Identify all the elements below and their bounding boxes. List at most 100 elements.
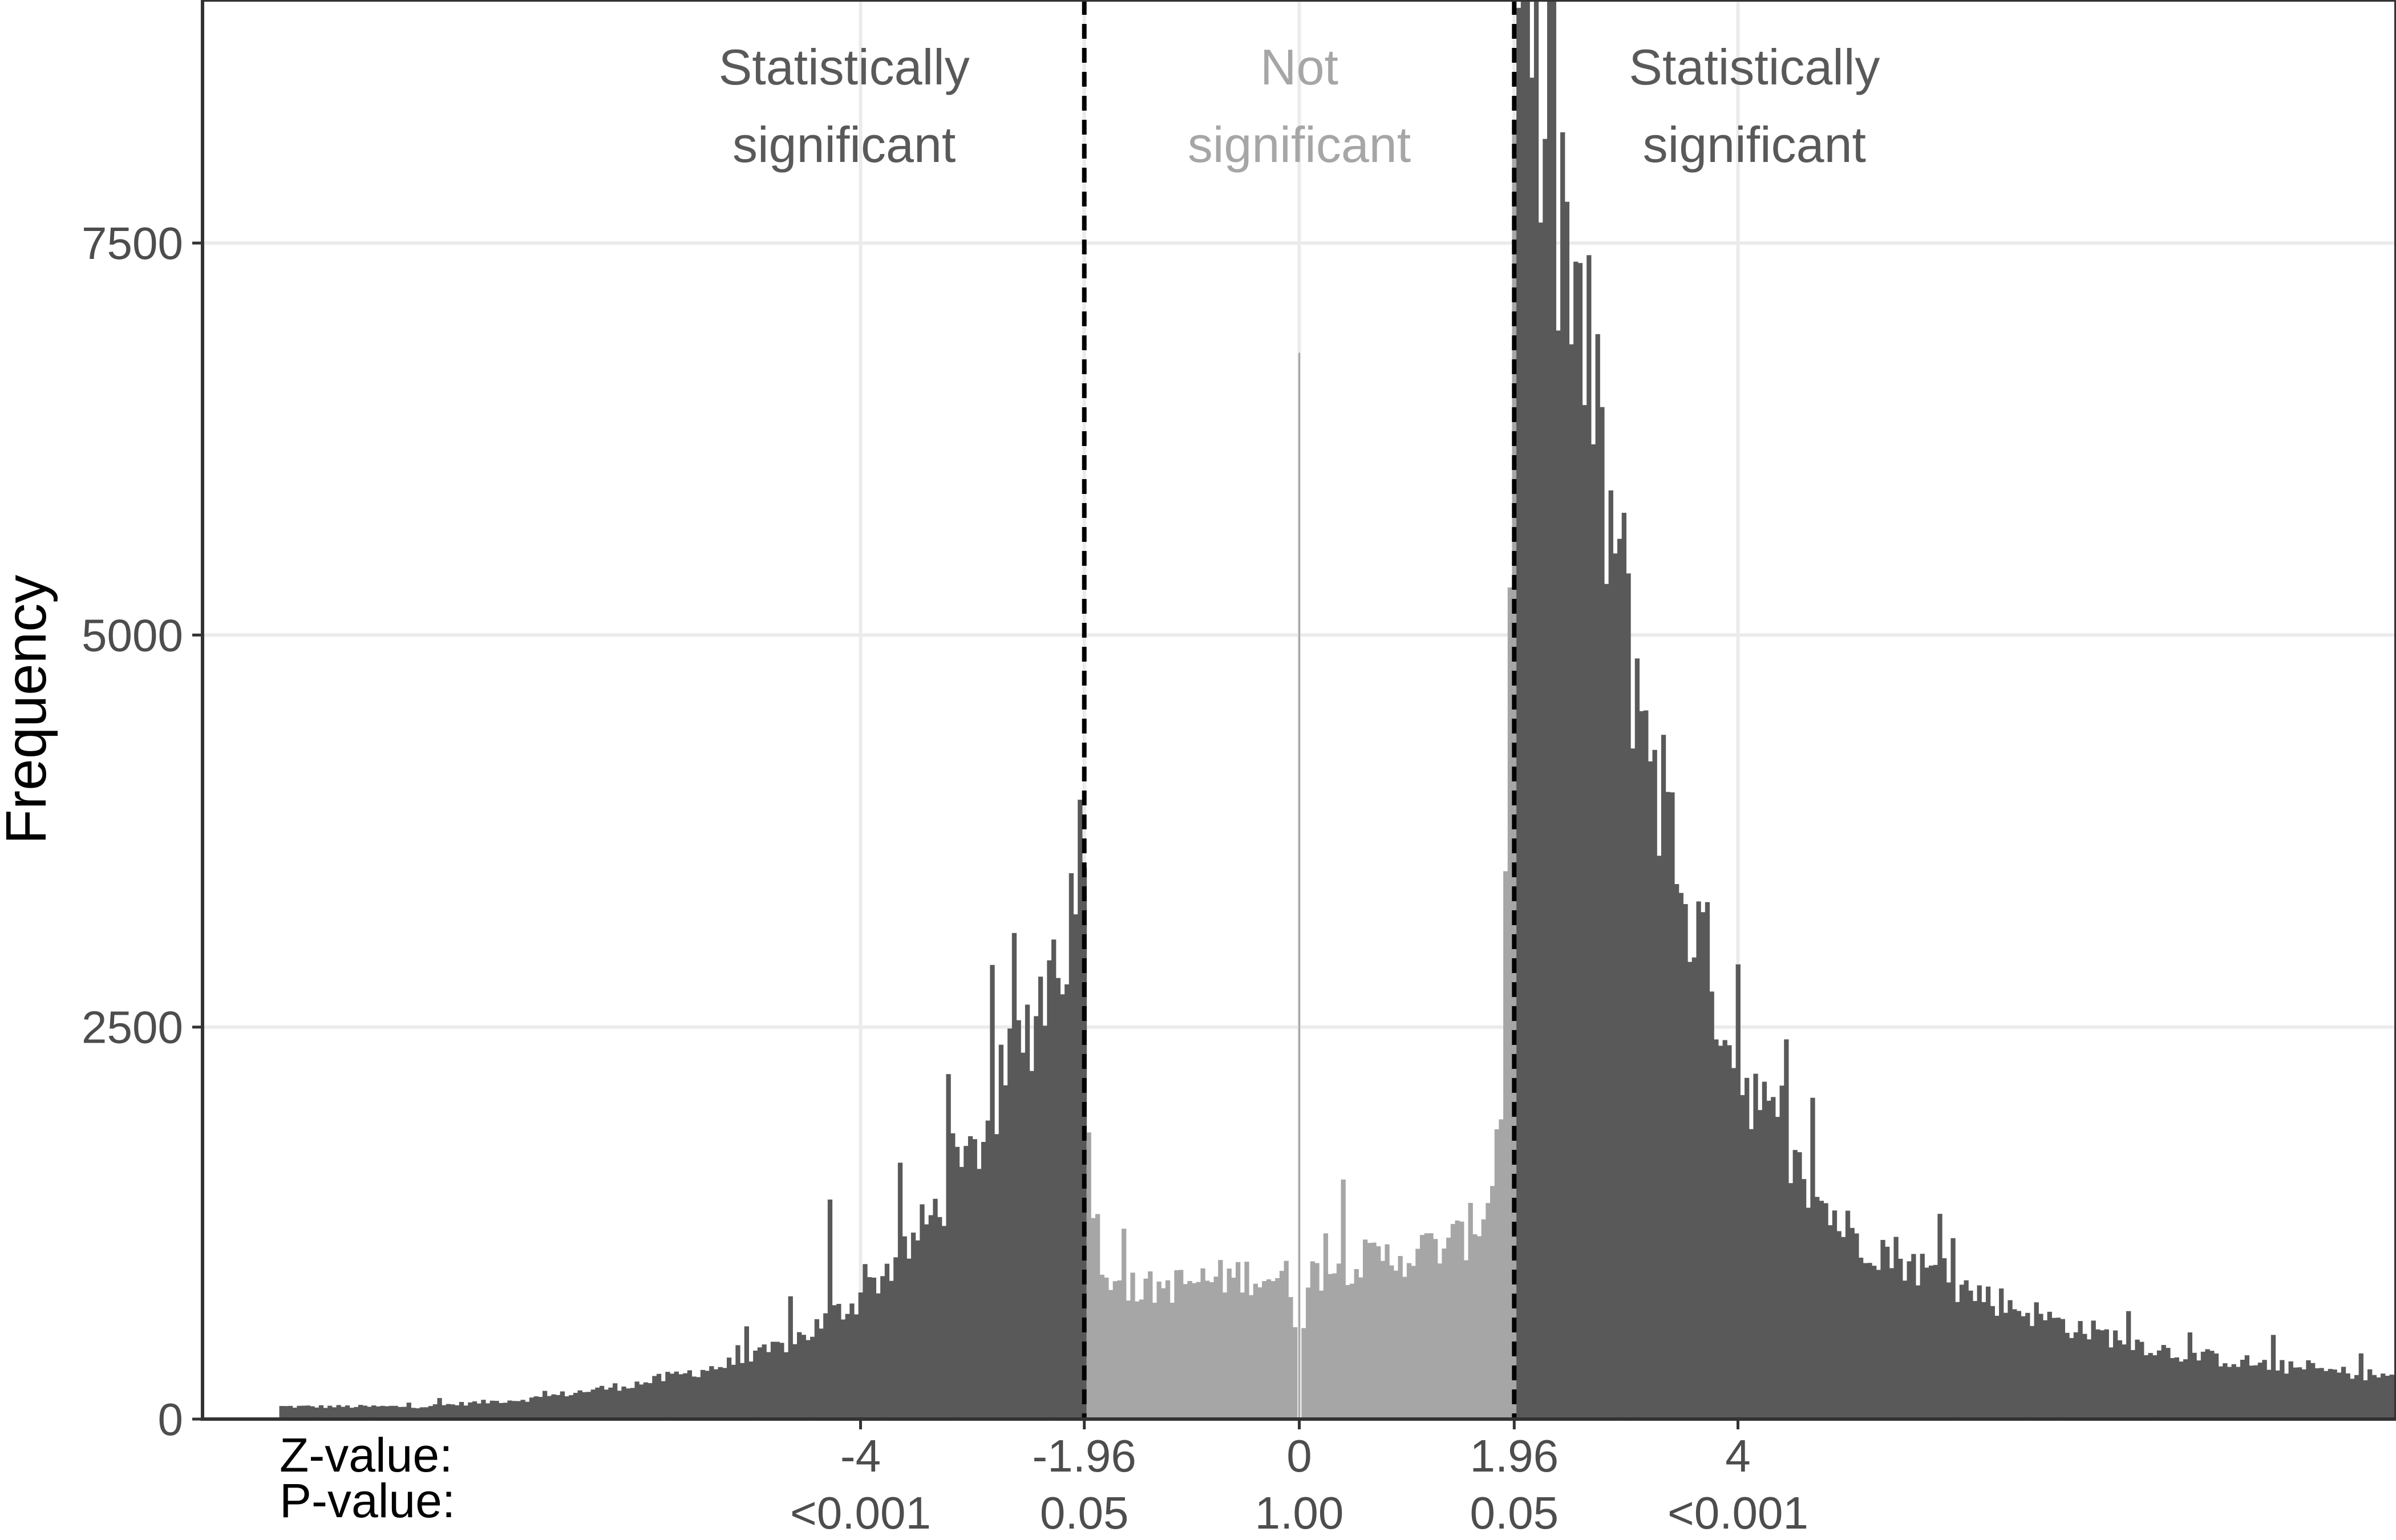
histogram-bar xyxy=(1832,1210,1838,1419)
histogram-bar xyxy=(937,1217,942,1419)
histogram-bar xyxy=(1683,904,1688,1419)
histogram-bar xyxy=(1745,1077,1750,1419)
histogram-bar xyxy=(533,1396,539,1419)
histogram-bar xyxy=(1323,1233,1329,1419)
histogram-bar xyxy=(1766,1100,1771,1419)
histogram-bar xyxy=(354,1407,359,1419)
histogram-bar xyxy=(656,1373,662,1419)
histogram-bar xyxy=(788,1296,793,1419)
histogram-bar xyxy=(1240,1292,1245,1419)
histogram-bar xyxy=(2371,1375,2377,1419)
histogram-bar xyxy=(836,1304,841,1419)
histogram-bar xyxy=(2363,1380,2368,1419)
histogram-bar xyxy=(2069,1338,2074,1419)
histogram-bar xyxy=(1200,1268,1205,1419)
histogram-bar xyxy=(1104,1277,1109,1419)
histogram-bar xyxy=(1885,1246,1890,1419)
histogram-bar xyxy=(1358,1277,1363,1419)
histogram-bar xyxy=(1310,1261,1316,1419)
histogram-bar xyxy=(1486,1203,1491,1419)
histogram-bar xyxy=(1753,1073,1758,1419)
histogram-bar xyxy=(2293,1367,2298,1419)
z-value-row-label: Z-value: xyxy=(280,1428,452,1482)
histogram-bar xyxy=(1126,1300,1131,1419)
histogram-bar xyxy=(920,1204,925,1419)
histogram-bar xyxy=(1533,0,1539,1420)
histogram-bar xyxy=(1823,1203,1828,1419)
histogram-bar xyxy=(2381,1373,2386,1419)
histogram-bar xyxy=(388,1405,394,1419)
histogram-bar xyxy=(1135,1301,1140,1419)
histogram-bar xyxy=(832,1305,837,1419)
histogram-bar xyxy=(1270,1281,1276,1419)
histogram-bar xyxy=(415,1408,420,1419)
histogram-bar xyxy=(2047,1311,2052,1419)
histogram-bar xyxy=(424,1407,429,1419)
histogram-bar xyxy=(2016,1311,2022,1419)
histogram-bar xyxy=(906,1258,912,1419)
histogram-bar xyxy=(1078,800,1083,1419)
histogram-bar xyxy=(1385,1244,1390,1419)
histogram-bar xyxy=(933,1198,938,1419)
histogram-bar xyxy=(1301,1328,1306,1419)
histogram-bar xyxy=(1670,792,1675,1419)
histogram-bar xyxy=(450,1404,455,1419)
histogram-bar xyxy=(722,1368,727,1419)
histogram-bar xyxy=(1604,583,1609,1419)
histogram-bar xyxy=(2108,1347,2114,1419)
histogram-bar xyxy=(1802,1179,1807,1419)
histogram-bar xyxy=(2253,1365,2259,1419)
histogram-bar xyxy=(1762,1081,1767,1419)
histogram-bar xyxy=(2135,1339,2140,1419)
histogram-bar xyxy=(1288,1297,1293,1419)
histogram-bar xyxy=(1205,1280,1210,1419)
histogram-bar xyxy=(1985,1286,1991,1419)
histogram-bar xyxy=(446,1404,451,1419)
histogram-bar xyxy=(2337,1372,2342,1419)
histogram-bar xyxy=(792,1344,798,1419)
histogram-bar xyxy=(599,1385,605,1419)
histogram-bar xyxy=(1235,1262,1241,1419)
histogram-bar xyxy=(1148,1271,1153,1419)
histogram-bar xyxy=(1613,553,1618,1419)
histogram-bar xyxy=(1336,1263,1342,1419)
histogram-bar xyxy=(2152,1355,2158,1419)
histogram-bar xyxy=(2060,1319,2065,1419)
histogram-bar xyxy=(1735,964,1741,1419)
histogram-bar xyxy=(1691,957,1697,1419)
histogram-bar xyxy=(2223,1363,2228,1419)
histogram-bar xyxy=(1174,1270,1179,1419)
histogram-bar xyxy=(2310,1363,2316,1419)
y-axis-label: Frequency xyxy=(0,575,58,844)
histogram-bar xyxy=(1060,994,1065,1419)
histogram-bar xyxy=(705,1371,710,1419)
histogram-bar xyxy=(1674,884,1679,1419)
histogram-bar xyxy=(292,1408,297,1419)
histogram-bar xyxy=(2038,1314,2043,1419)
histogram-bar xyxy=(626,1388,631,1419)
histogram-bar xyxy=(2170,1357,2175,1419)
histogram-bar xyxy=(647,1383,653,1419)
histogram-bar xyxy=(630,1388,636,1419)
histogram-bar xyxy=(950,1133,956,1419)
histogram-bar xyxy=(1678,893,1683,1419)
histogram-bar xyxy=(1371,1242,1377,1419)
histogram-bar xyxy=(525,1401,530,1419)
histogram-bar xyxy=(1617,538,1622,1420)
histogram-bar xyxy=(2267,1369,2272,1419)
histogram-bar xyxy=(1398,1256,1403,1419)
histogram-bar xyxy=(1569,344,1574,1419)
histogram-bar xyxy=(1788,1183,1794,1419)
histogram-bar xyxy=(1503,871,1508,1419)
histogram-bar xyxy=(1810,1097,1815,1419)
histogram-bar xyxy=(1021,1052,1026,1419)
histogram-bar xyxy=(2034,1302,2039,1419)
histogram-bar xyxy=(1639,711,1644,1419)
histogram-bar xyxy=(398,1407,403,1419)
histogram-bar xyxy=(1073,914,1078,1419)
histogram-bar xyxy=(1893,1237,1899,1419)
histogram-bar xyxy=(2240,1359,2245,1419)
histogram-bar xyxy=(981,1142,986,1419)
histogram-bar xyxy=(1292,1327,1298,1419)
histogram-bar xyxy=(1525,0,1530,1419)
